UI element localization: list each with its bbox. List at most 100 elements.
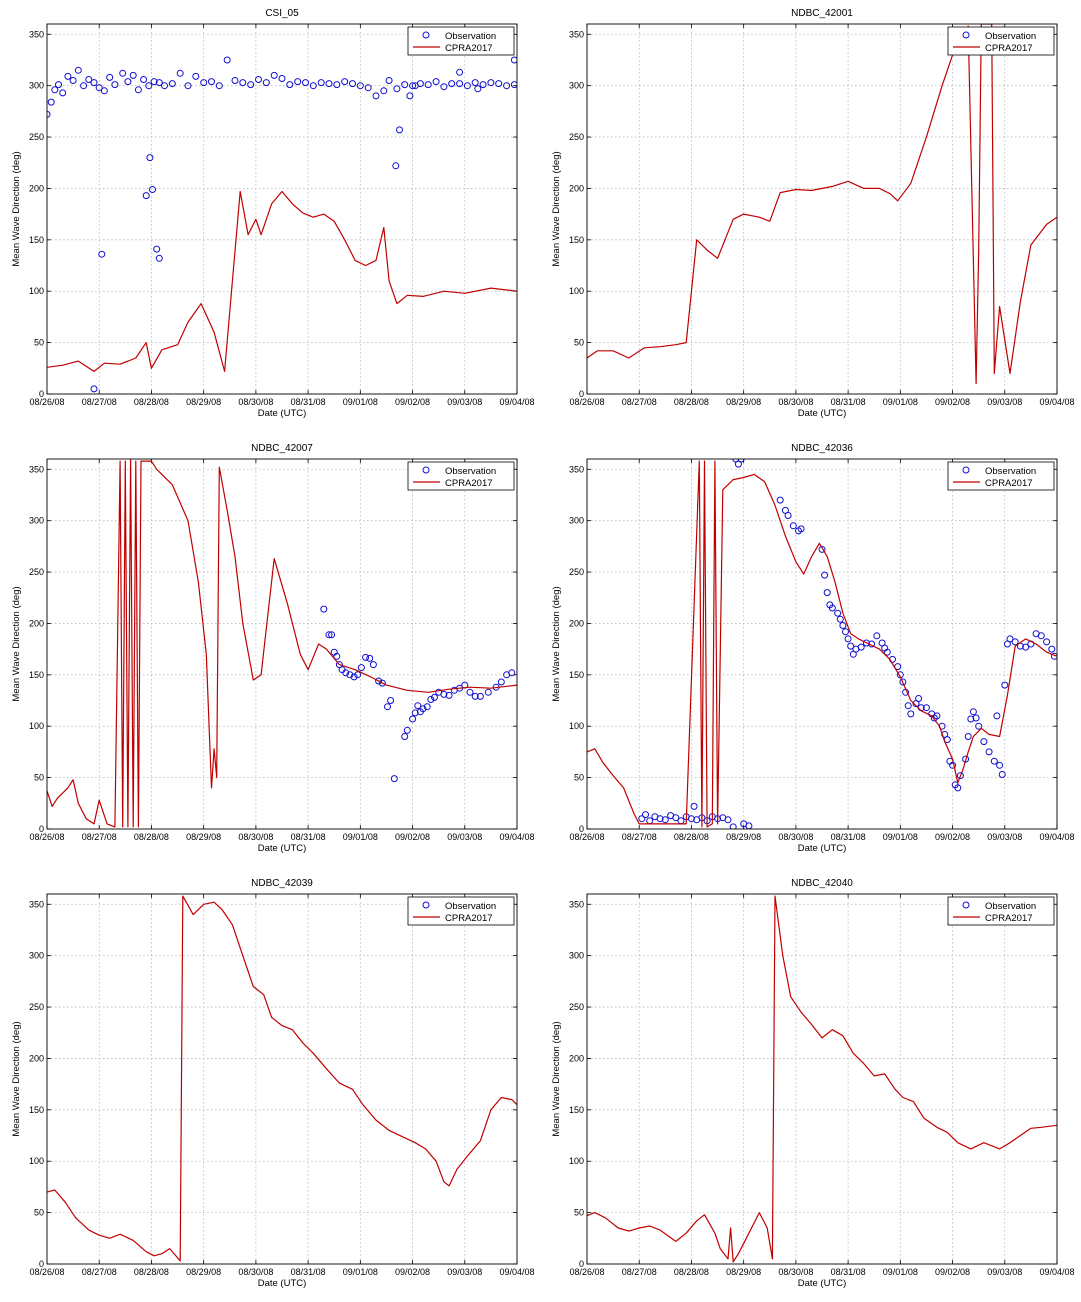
chart-panel: NDBC_42040 08/26/08 08/27/08 08/28/08 08/29/…	[540, 870, 1080, 1302]
observation-point	[401, 81, 409, 89]
y-tick-label: 200	[569, 618, 584, 628]
y-tick-label: 200	[29, 1053, 44, 1063]
y-tick-label: 250	[569, 132, 584, 142]
x-tick-label: 09/04/08	[1039, 397, 1074, 407]
chart-panel: NDBC_42039 08/26/08 08/27/08 08/28/08 08/29/…	[0, 870, 540, 1302]
x-tick-label: 09/02/08	[395, 832, 430, 842]
plot-content	[47, 56, 517, 393]
observation-point	[392, 162, 400, 170]
x-tick-label: 08/28/08	[134, 832, 169, 842]
observation-point	[69, 77, 77, 84]
observation-point	[47, 98, 55, 106]
plot-area	[587, 24, 1057, 394]
observation-point	[789, 522, 797, 530]
y-axis-label: Mean Wave Direction (deg)	[551, 151, 562, 266]
plot-content	[587, 459, 1057, 829]
observation-point	[497, 678, 505, 686]
x-tick-label: 08/30/08	[778, 832, 813, 842]
y-tick-label: 300	[569, 951, 584, 961]
y-axis-label: Mean Wave Direction (deg)	[551, 1021, 562, 1136]
x-tick-label: 08/30/08	[778, 1267, 813, 1277]
legend-observation-marker	[962, 31, 970, 39]
x-tick-label: 09/04/08	[1039, 1267, 1074, 1277]
observation-point	[317, 79, 325, 87]
observation-point	[142, 192, 150, 200]
axes-frame	[46, 23, 518, 395]
observation-point	[362, 653, 370, 661]
observation-point	[161, 82, 168, 90]
observation-point	[996, 761, 1004, 769]
legend-observation-label: Observation	[445, 466, 496, 477]
observation-point	[423, 703, 431, 711]
observation-point	[341, 78, 349, 86]
y-tick-label: 150	[569, 1105, 584, 1115]
observation-point	[51, 86, 59, 94]
axes-frame	[586, 458, 1058, 830]
observation-point	[510, 81, 517, 89]
observation-point	[972, 714, 980, 722]
y-tick-label: 350	[569, 464, 584, 474]
observation-point	[100, 87, 108, 95]
observation-point	[1001, 681, 1009, 689]
observation-point	[155, 254, 163, 262]
observation-point	[393, 85, 401, 93]
observation-point	[342, 669, 350, 677]
y-tick-label: 250	[29, 132, 44, 142]
observation-point	[239, 79, 247, 87]
observation-point	[484, 688, 492, 696]
legend-model-label: CPRA2017	[985, 43, 1033, 54]
y-tick-label: 300	[29, 81, 44, 91]
legend-observation-marker	[422, 901, 430, 909]
plot-area	[47, 24, 517, 394]
observation-point	[487, 79, 495, 87]
model-series-line	[47, 459, 517, 828]
observation-point	[1011, 638, 1019, 646]
x-axis-label: Date (UTC)	[258, 843, 307, 854]
y-tick-label: 0	[579, 824, 584, 834]
observation-point	[862, 639, 870, 647]
grid	[47, 894, 517, 1264]
observation-point	[729, 823, 737, 829]
observation-point	[270, 71, 278, 79]
y-tick-label: 100	[569, 721, 584, 731]
observation-point	[969, 708, 977, 716]
observation-point	[427, 696, 435, 703]
observation-point	[59, 89, 67, 97]
x-axis-label: Date (UTC)	[258, 1278, 307, 1289]
observation-point	[390, 775, 398, 783]
x-tick-label: 09/04/08	[499, 1267, 534, 1277]
x-tick-label: 08/31/08	[291, 397, 326, 407]
legend-observation-label: Observation	[985, 31, 1036, 42]
observation-point	[124, 78, 132, 86]
x-axis-label: Date (UTC)	[258, 408, 307, 419]
grid	[587, 894, 1057, 1264]
y-tick-label: 150	[569, 670, 584, 680]
observation-point	[294, 78, 302, 86]
y-tick-label: 300	[569, 516, 584, 526]
observation-point	[278, 75, 286, 82]
observation-point	[64, 72, 72, 80]
x-tick-label: 08/26/08	[569, 832, 604, 842]
observation-point	[495, 80, 503, 88]
observation-point	[375, 677, 383, 685]
observation-point	[325, 631, 333, 639]
model-series-line	[47, 895, 517, 1262]
y-tick-label: 300	[29, 516, 44, 526]
observation-point	[153, 245, 161, 253]
observation-point	[320, 605, 328, 613]
y-tick-label: 200	[29, 183, 44, 193]
observation-point	[286, 81, 294, 89]
chart-svg: NDBC_42001 08/26/08 08/27/08 08/28/08 08/29/…	[551, 8, 1075, 419]
x-tick-label: 08/31/08	[831, 832, 866, 842]
observation-point	[333, 652, 341, 660]
observation-point	[466, 688, 474, 696]
observation-point	[387, 697, 395, 704]
observation-point	[836, 615, 844, 623]
observation-point	[476, 692, 484, 700]
legend-observation-marker	[422, 31, 430, 39]
observation-point	[899, 678, 907, 686]
model-series-line	[47, 190, 517, 372]
y-tick-label: 0	[579, 389, 584, 399]
